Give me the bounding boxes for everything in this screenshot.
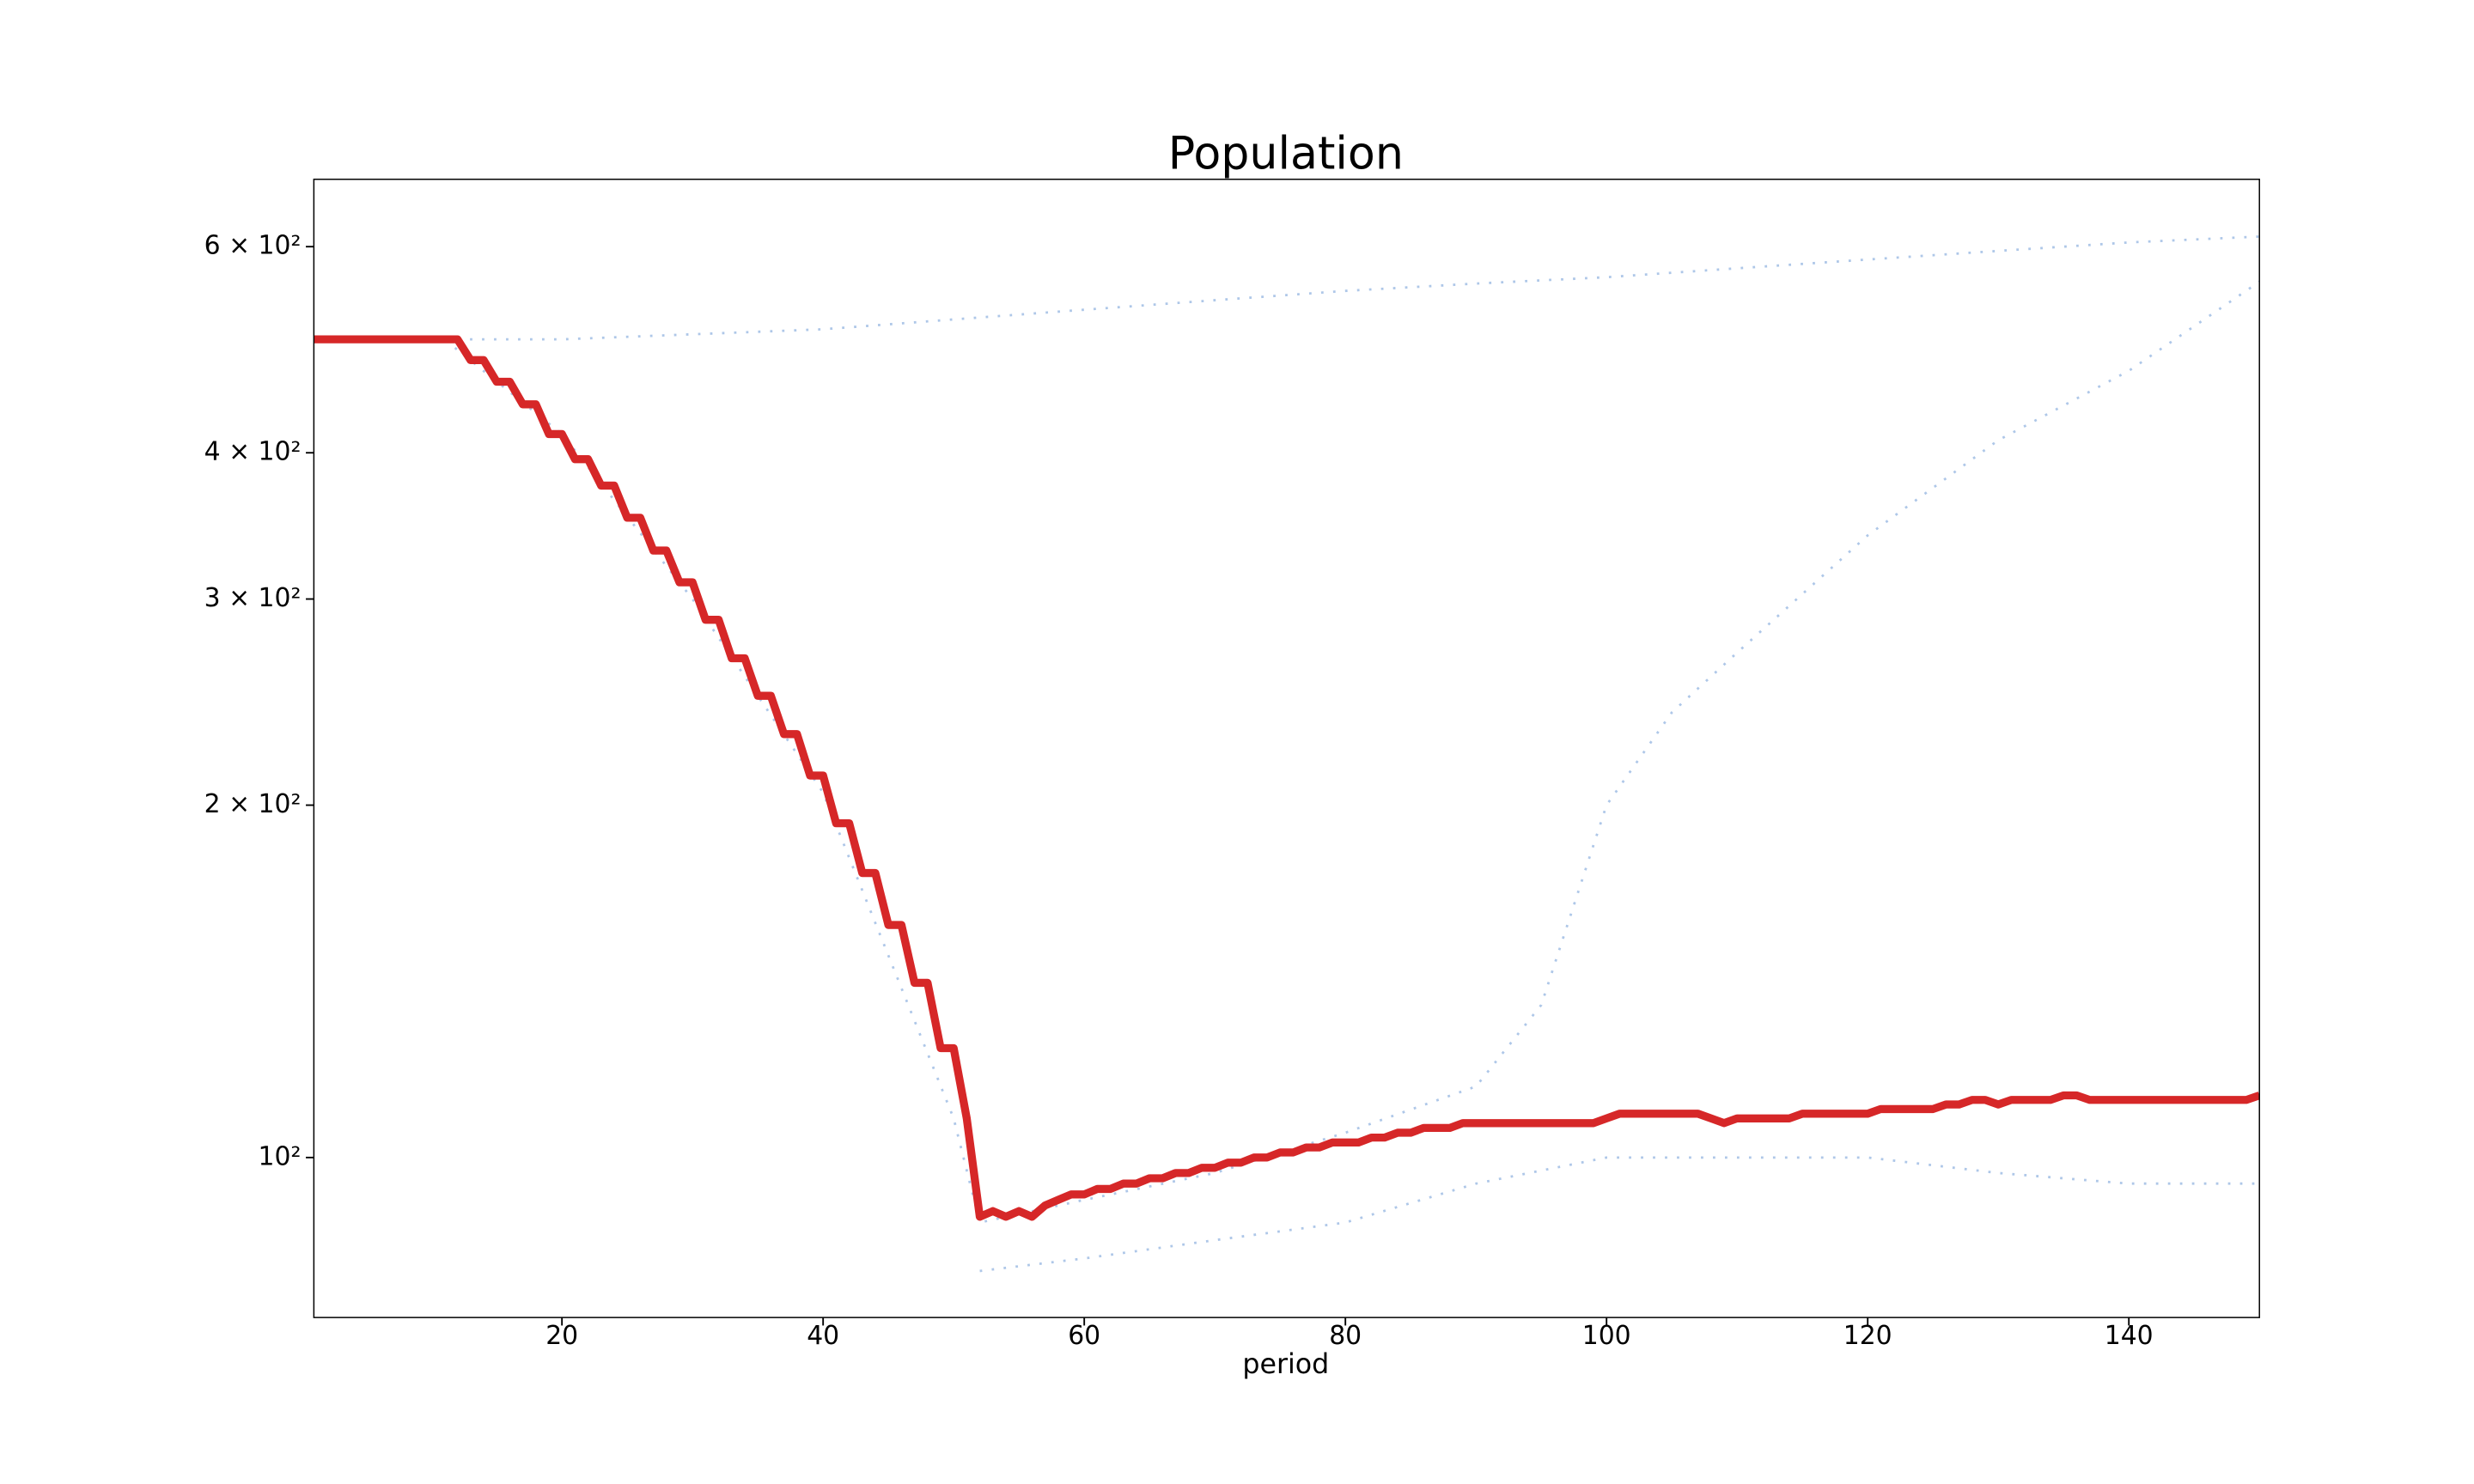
x-tick-label: 120 <box>1843 1321 1892 1351</box>
x-axis-label: period <box>1242 1349 1329 1380</box>
x-tick-label: 80 <box>1329 1321 1362 1351</box>
y-tick-label: 2 × 10² <box>204 789 302 819</box>
y-tick-label: 3 × 10² <box>204 583 302 613</box>
chart-title: Population <box>1168 129 1404 180</box>
series-line <box>314 280 2260 1224</box>
plot-frame <box>313 179 2260 1318</box>
y-tick-label: 6 × 10² <box>204 231 302 261</box>
series-line <box>979 1156 2260 1273</box>
x-tick-label: 40 <box>807 1321 839 1351</box>
x-tick-label: 140 <box>2105 1321 2154 1351</box>
series-line <box>314 235 2260 341</box>
x-tick-label: 20 <box>545 1321 578 1351</box>
x-tick-label: 60 <box>1068 1321 1100 1351</box>
series-line <box>314 335 2260 1221</box>
y-tick-label: 4 × 10² <box>204 437 302 467</box>
x-tick-label: 100 <box>1582 1321 1631 1351</box>
y-tick-label: 10² <box>259 1141 302 1171</box>
